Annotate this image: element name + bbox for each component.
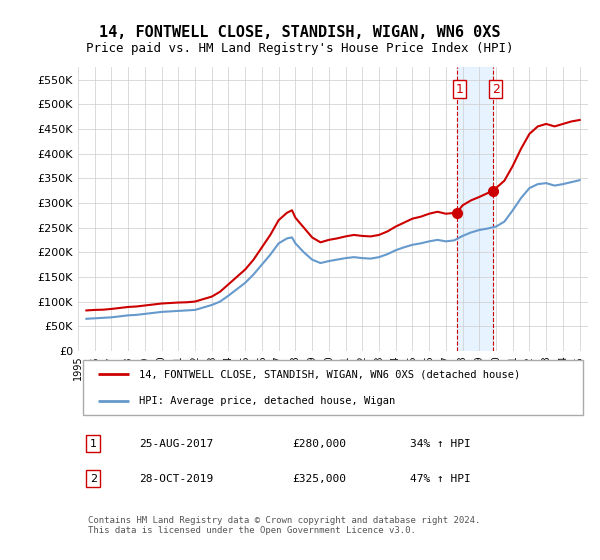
Text: £325,000: £325,000 — [292, 474, 346, 483]
Text: 47% ↑ HPI: 47% ↑ HPI — [409, 474, 470, 483]
Text: 2: 2 — [90, 474, 97, 483]
Bar — [457, 67, 493, 351]
Text: Price paid vs. HM Land Registry's House Price Index (HPI): Price paid vs. HM Land Registry's House … — [86, 42, 514, 55]
Text: 28-OCT-2019: 28-OCT-2019 — [139, 474, 214, 483]
Text: 1: 1 — [455, 83, 463, 96]
FancyBboxPatch shape — [83, 360, 583, 416]
Text: 2: 2 — [492, 83, 500, 96]
Text: 34% ↑ HPI: 34% ↑ HPI — [409, 438, 470, 449]
Text: Contains HM Land Registry data © Crown copyright and database right 2024.
This d: Contains HM Land Registry data © Crown c… — [88, 516, 481, 535]
Text: HPI: Average price, detached house, Wigan: HPI: Average price, detached house, Wiga… — [139, 396, 395, 406]
Text: £280,000: £280,000 — [292, 438, 346, 449]
Text: 14, FONTWELL CLOSE, STANDISH, WIGAN, WN6 0XS: 14, FONTWELL CLOSE, STANDISH, WIGAN, WN6… — [99, 25, 501, 40]
Text: 25-AUG-2017: 25-AUG-2017 — [139, 438, 214, 449]
Text: 1: 1 — [90, 438, 97, 449]
Text: 14, FONTWELL CLOSE, STANDISH, WIGAN, WN6 0XS (detached house): 14, FONTWELL CLOSE, STANDISH, WIGAN, WN6… — [139, 369, 520, 379]
